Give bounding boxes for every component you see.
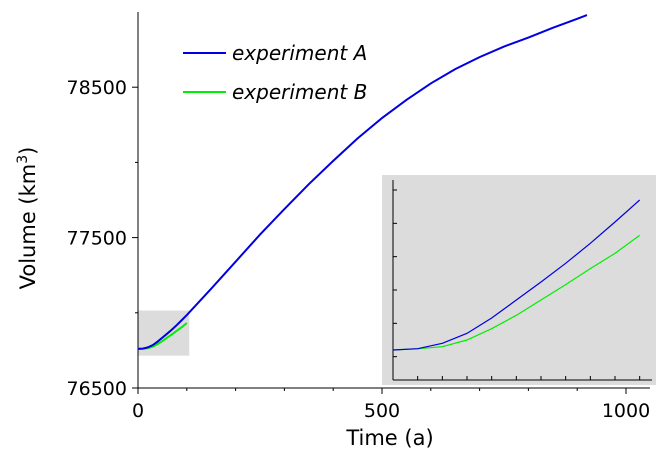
y-tick-label-1: 77500 [67, 228, 127, 250]
inset-series-line-experiment-a [392, 199, 641, 351]
y-ticks: 76500 77500 78500 [67, 77, 138, 400]
legend-label-experiment-b: experiment B [232, 80, 367, 104]
x-tick-label-1: 500 [364, 400, 400, 422]
y-axis-label: Volume (km3) [15, 147, 40, 290]
y-tick-label-0: 76500 [67, 378, 127, 400]
legend: experiment A experiment B [183, 41, 367, 104]
y-axis-label-superscript: 3 [15, 155, 31, 164]
x-ticks: 0 500 1000 [132, 388, 650, 422]
x-tick-label-0: 0 [132, 400, 144, 422]
legend-label-experiment-a: experiment A [232, 41, 367, 65]
y-axis-label-close: ) [16, 147, 40, 155]
inset-ticks [393, 189, 641, 380]
inset-background [382, 175, 656, 385]
y-tick-label-2: 78500 [67, 77, 127, 99]
x-axis-label: Time (a) [345, 426, 433, 450]
x-tick-label-2: 1000 [602, 400, 650, 422]
series-line-experiment-a [137, 14, 588, 350]
inset-series-line-experiment-b [392, 234, 641, 351]
